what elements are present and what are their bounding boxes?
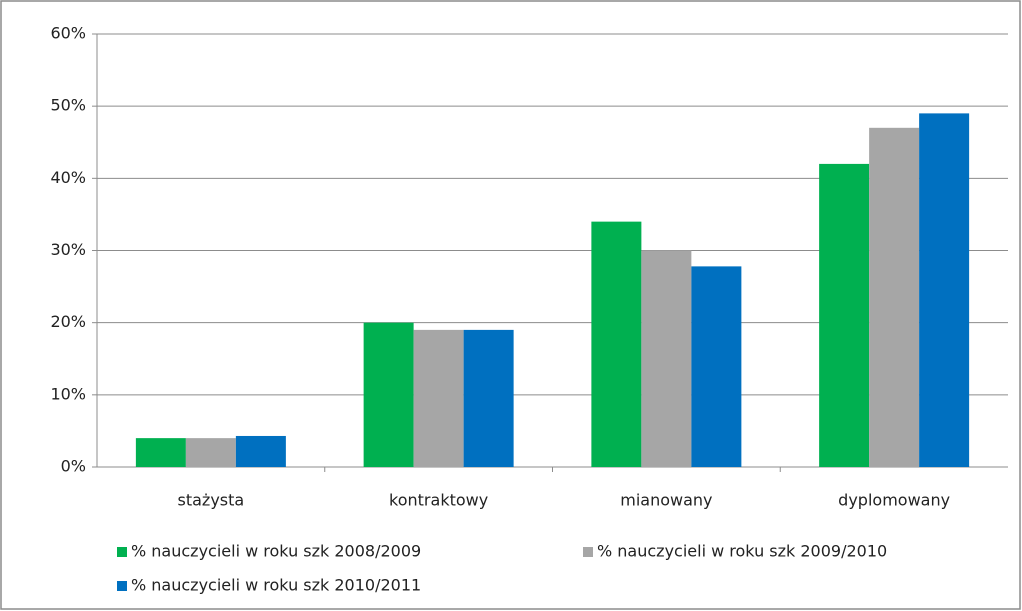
bar	[185, 438, 236, 467]
legend-swatch	[583, 547, 593, 557]
y-tick-label: 50%	[50, 96, 86, 115]
x-tick-label: mianowany	[620, 491, 712, 510]
bar	[919, 113, 970, 467]
bar	[591, 221, 642, 467]
bar	[641, 250, 692, 467]
bar	[869, 127, 920, 468]
y-tick-label: 20%	[50, 312, 86, 331]
x-tick-label: kontraktowy	[389, 491, 488, 510]
bar	[691, 266, 742, 467]
bar	[363, 322, 414, 467]
bar	[463, 329, 514, 467]
y-tick-label: 10%	[50, 384, 86, 403]
legend-label: % nauczycieli w roku szk 2008/2009	[131, 542, 421, 561]
bar	[235, 435, 286, 467]
legend-swatch	[117, 581, 127, 591]
legend-label: % nauczycieli w roku szk 2009/2010	[597, 542, 887, 561]
legend-label: % nauczycieli w roku szk 2010/2011	[131, 576, 421, 595]
y-tick-label: 40%	[50, 168, 86, 187]
bar	[819, 163, 870, 467]
legend-swatch	[117, 547, 127, 557]
x-tick-label: dyplomowany	[838, 491, 950, 510]
bar	[135, 438, 186, 467]
bar	[413, 329, 464, 467]
x-tick-label: stażysta	[178, 491, 245, 510]
y-tick-label: 60%	[50, 24, 86, 43]
y-tick-label: 30%	[50, 240, 86, 259]
y-tick-label: 0%	[61, 457, 86, 476]
